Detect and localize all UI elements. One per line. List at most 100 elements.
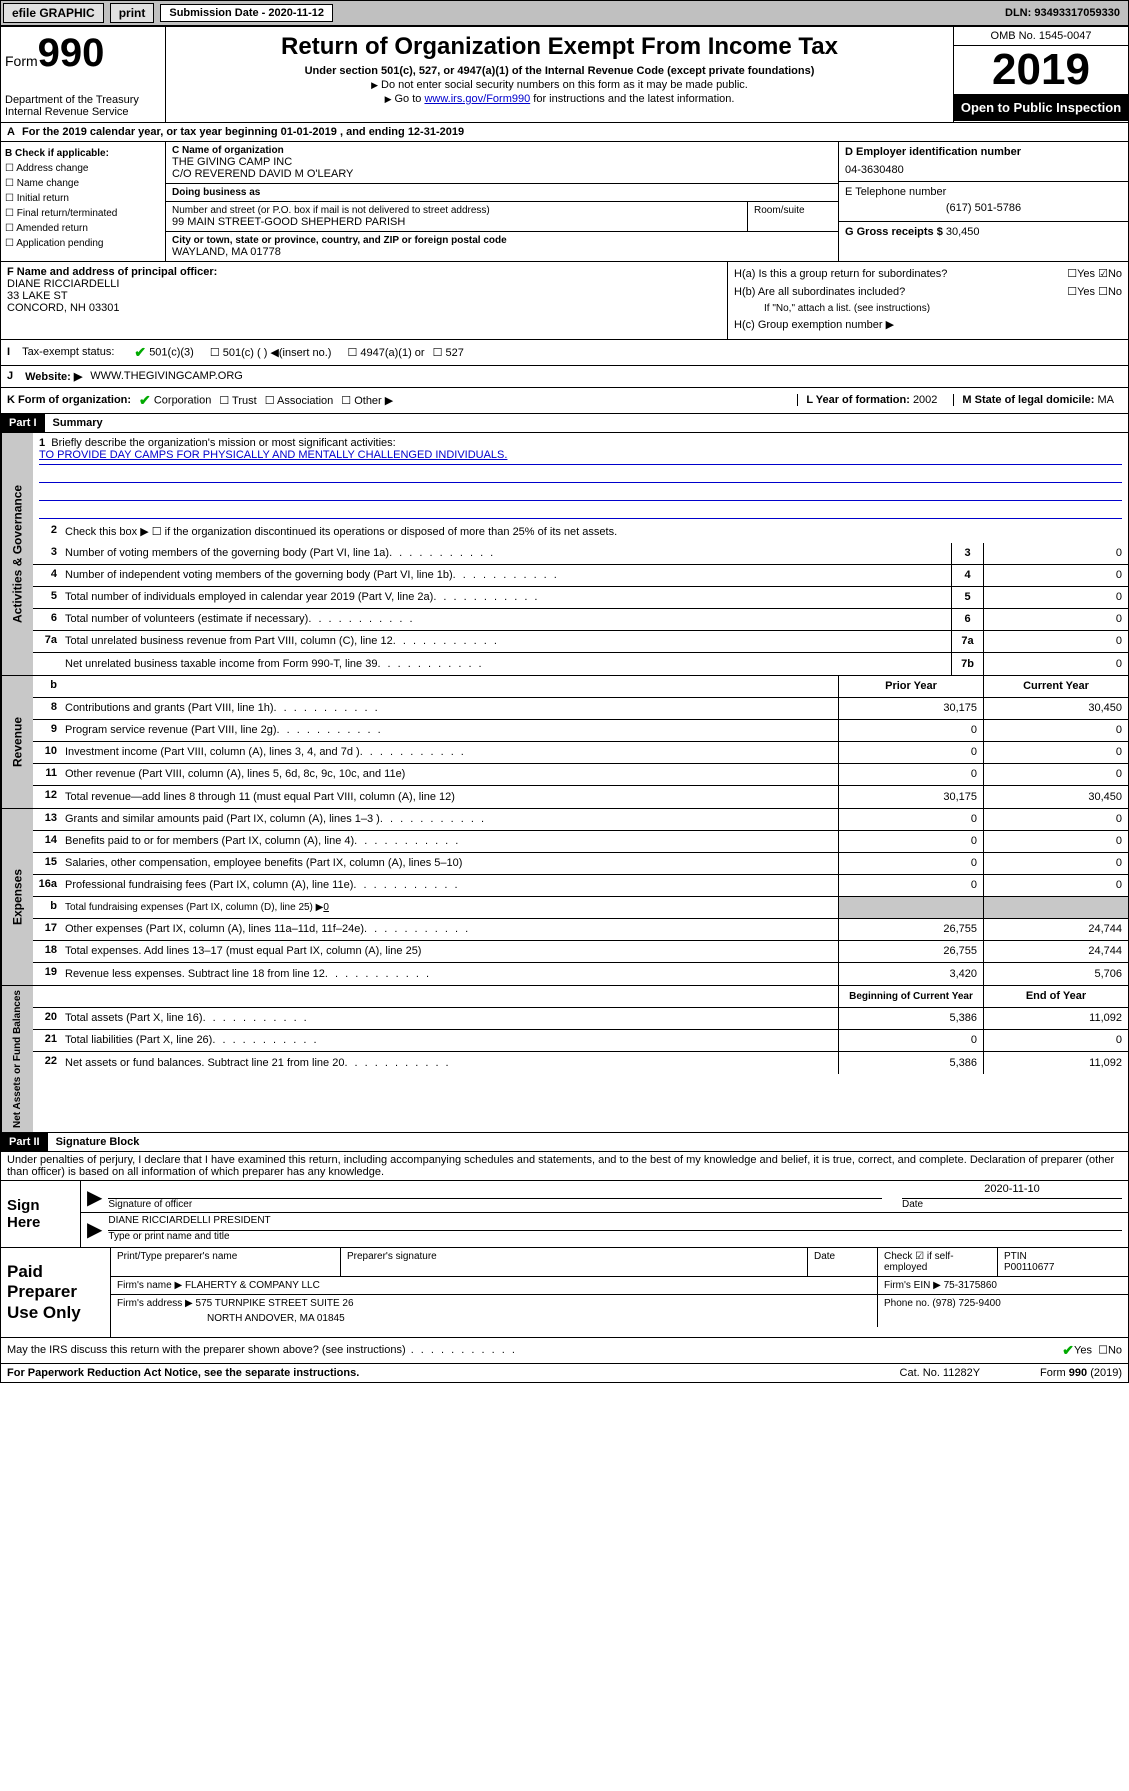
chk-initial[interactable]: Initial return [17, 193, 69, 204]
k-other[interactable]: Other ▶ [354, 395, 393, 407]
print-button[interactable]: print [110, 3, 155, 23]
type-label: Type or print name and title [108, 1231, 1122, 1242]
ts-501c3[interactable]: 501(c)(3) [149, 346, 194, 358]
c8: 30,450 [983, 698, 1128, 719]
l5-text: Total number of individuals employed in … [61, 587, 951, 608]
v4: 0 [983, 565, 1128, 586]
c10: 0 [983, 742, 1128, 763]
v7b: 0 [983, 653, 1128, 675]
period-mid: , and ending [340, 126, 408, 138]
c22: 11,092 [983, 1052, 1128, 1074]
l19: Revenue less expenses. Subtract line 18 … [61, 963, 838, 985]
chk-pending[interactable]: Application pending [16, 238, 103, 249]
end-hdr: End of Year [983, 986, 1128, 1007]
ts-527[interactable]: 527 [446, 347, 464, 359]
paid-preparer-block: Paid Preparer Use Only Print/Type prepar… [1, 1248, 1128, 1338]
blank-line [39, 467, 1122, 483]
chk-address[interactable]: Address change [16, 163, 88, 174]
chk-final[interactable]: Final return/terminated [17, 208, 118, 219]
date-label: Date [902, 1199, 1122, 1210]
form-prefix: Form [5, 53, 38, 69]
k-corp[interactable]: Corporation [154, 394, 211, 406]
p17: 26,755 [838, 919, 983, 940]
form-title: Return of Organization Exempt From Incom… [174, 33, 945, 61]
preparer-sig-label: Preparer's signature [341, 1248, 808, 1276]
c19: 5,706 [983, 963, 1128, 985]
l-value: 2002 [913, 394, 937, 406]
part1-badge: Part I [1, 414, 45, 432]
hb-yes[interactable]: Yes [1077, 286, 1095, 298]
open-public-badge: Open to Public Inspection [954, 94, 1128, 121]
ts-4947[interactable]: 4947(a)(1) or [360, 347, 424, 359]
p13: 0 [838, 809, 983, 830]
l18: Total expenses. Add lines 13–17 (must eq… [61, 941, 838, 962]
k-assoc[interactable]: Association [277, 395, 333, 407]
ts-501c[interactable]: 501(c) ( ) ◀(insert no.) [223, 347, 332, 359]
l8: Contributions and grants (Part VIII, lin… [61, 698, 838, 719]
header-mid: Return of Organization Exempt From Incom… [166, 27, 953, 122]
sig-date: 2020-11-10 [902, 1183, 1122, 1199]
firm-addr2: NORTH ANDOVER, MA 01845 [117, 1313, 871, 1324]
firm-ein: 75-3175860 [944, 1280, 997, 1291]
website-value[interactable]: WWW.THEGIVINGCAMP.ORG [90, 370, 243, 382]
l-label: L Year of formation: [806, 394, 913, 406]
p9: 0 [838, 720, 983, 741]
right-column: D Employer identification number 04-3630… [838, 142, 1128, 261]
part1-header: Part I Summary [1, 414, 1128, 433]
officer-block: F Name and address of principal officer:… [1, 262, 728, 339]
paid-date-label: Date [808, 1248, 878, 1276]
l16b: Total fundraising expenses (Part IX, col… [65, 902, 323, 913]
v5: 0 [983, 587, 1128, 608]
form-header: Form990 Department of the Treasury Inter… [1, 27, 1128, 123]
addr-label: Number and street (or P.O. box if mail i… [172, 205, 741, 216]
website-row: J Website: ▶ WWW.THEGIVINGCAMP.ORG [1, 366, 1128, 388]
firm-name: FLAHERTY & COMPANY LLC [185, 1280, 320, 1291]
l21: Total liabilities (Part X, line 26) [61, 1030, 838, 1051]
c18: 24,744 [983, 941, 1128, 962]
org-address: 99 MAIN STREET-GOOD SHEPHERD PARISH [172, 216, 741, 228]
hb-no[interactable]: No [1108, 286, 1122, 298]
p12: 30,175 [838, 786, 983, 808]
c12: 30,450 [983, 786, 1128, 808]
hc-label: H(c) Group exemption number ▶ [734, 317, 1122, 335]
discuss-no[interactable]: No [1108, 1344, 1122, 1356]
org-name: THE GIVING CAMP INC [172, 156, 832, 168]
ptin-value: P00110677 [1004, 1262, 1122, 1273]
k-trust[interactable]: Trust [232, 395, 257, 407]
tax-status-label: Tax-exempt status: [22, 346, 114, 358]
firm-name-label: Firm's name ▶ [117, 1280, 182, 1291]
c-label: C Name of organization [172, 145, 832, 156]
self-employed[interactable]: Check ☑ if self-employed [878, 1248, 998, 1276]
k-row: K Form of organization: ✔ Corporation ☐ … [1, 388, 1128, 414]
v3: 0 [983, 543, 1128, 564]
irs-link[interactable]: www.irs.gov/Form990 [424, 93, 530, 105]
governance-block: Activities & Governance 1 Briefly descri… [1, 433, 1128, 676]
efile-button[interactable]: efile GRAPHIC [3, 3, 104, 23]
c17: 24,744 [983, 919, 1128, 940]
ha-no[interactable]: No [1108, 268, 1122, 280]
l16b-val: 0 [323, 902, 329, 913]
gross-value: 30,450 [946, 226, 980, 238]
p20: 5,386 [838, 1008, 983, 1029]
l10: Investment income (Part VIII, column (A)… [61, 742, 838, 763]
m-label: M State of legal domicile: [962, 394, 1097, 406]
chk-amended[interactable]: Amended return [16, 223, 88, 234]
p21: 0 [838, 1030, 983, 1051]
print-name-label: Print/Type preparer's name [111, 1248, 341, 1276]
p8: 30,175 [838, 698, 983, 719]
p16a: 0 [838, 875, 983, 896]
revenue-tab: Revenue [1, 676, 33, 808]
ha-yes[interactable]: Yes [1077, 268, 1095, 280]
discuss-yes[interactable]: Yes [1074, 1344, 1092, 1356]
l9: Program service revenue (Part VIII, line… [61, 720, 838, 741]
check-icon: ✔ [1062, 1342, 1074, 1359]
org-city: WAYLAND, MA 01778 [172, 246, 832, 258]
name-block: C Name of organization THE GIVING CAMP I… [166, 142, 838, 261]
expenses-block: Expenses 13Grants and similar amounts pa… [1, 809, 1128, 986]
firm-addr-label: Firm's address ▶ [117, 1298, 193, 1309]
chk-name[interactable]: Name change [17, 178, 79, 189]
c11: 0 [983, 764, 1128, 785]
dln-label: DLN: 93493317059330 [1005, 7, 1126, 19]
officer-addr1: 33 LAKE ST [7, 290, 721, 302]
c14: 0 [983, 831, 1128, 852]
